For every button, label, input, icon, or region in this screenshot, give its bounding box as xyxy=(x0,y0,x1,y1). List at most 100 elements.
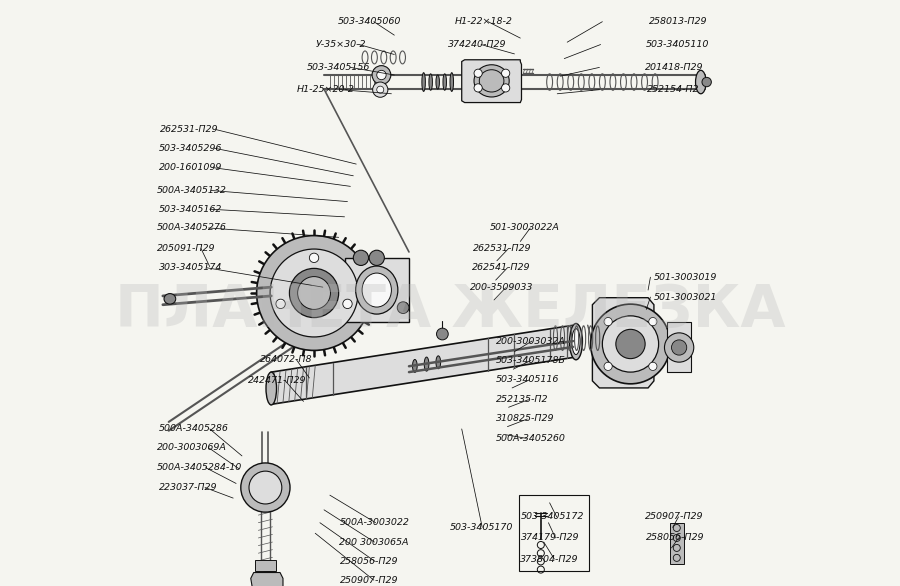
Text: 500А-3405260: 500А-3405260 xyxy=(496,434,565,443)
Text: 205091-П29: 205091-П29 xyxy=(157,244,215,253)
Text: 223037-П29: 223037-П29 xyxy=(158,483,217,492)
Circle shape xyxy=(671,340,687,355)
Circle shape xyxy=(310,253,319,263)
Text: Н1-22×18-2: Н1-22×18-2 xyxy=(454,17,513,26)
Ellipse shape xyxy=(164,294,176,304)
Circle shape xyxy=(290,268,338,318)
Circle shape xyxy=(369,250,384,265)
Text: 500А-3405276: 500А-3405276 xyxy=(157,223,227,233)
Circle shape xyxy=(256,571,281,586)
Text: 200-1601099: 200-1601099 xyxy=(158,163,222,172)
Text: 250907-П29: 250907-П29 xyxy=(340,575,399,585)
Ellipse shape xyxy=(436,356,441,369)
Circle shape xyxy=(270,249,358,337)
Text: 200 3003065А: 200 3003065А xyxy=(338,537,409,547)
Circle shape xyxy=(397,302,409,314)
Circle shape xyxy=(343,299,352,309)
Bar xyxy=(519,495,590,571)
Text: 310825-П29: 310825-П29 xyxy=(496,414,554,424)
Ellipse shape xyxy=(424,357,429,371)
Polygon shape xyxy=(271,325,573,404)
Text: 503-3405110: 503-3405110 xyxy=(645,40,709,49)
Text: 503-3405172: 503-3405172 xyxy=(520,512,584,522)
Circle shape xyxy=(377,86,383,93)
Bar xyxy=(667,322,691,372)
Circle shape xyxy=(249,471,282,504)
Text: 503-3405156: 503-3405156 xyxy=(306,63,370,72)
Circle shape xyxy=(298,277,330,309)
Circle shape xyxy=(373,82,388,97)
Circle shape xyxy=(474,84,482,92)
Ellipse shape xyxy=(474,65,509,97)
Circle shape xyxy=(602,316,659,372)
Circle shape xyxy=(664,333,694,362)
Text: 503-3405178Б: 503-3405178Б xyxy=(496,356,565,365)
Circle shape xyxy=(616,329,645,359)
Circle shape xyxy=(501,84,509,92)
Text: 252135-П2: 252135-П2 xyxy=(496,395,548,404)
Circle shape xyxy=(276,299,285,309)
Text: 201418-П29: 201418-П29 xyxy=(644,63,703,72)
Text: 258056-П29: 258056-П29 xyxy=(645,533,704,543)
Ellipse shape xyxy=(450,73,454,91)
Circle shape xyxy=(604,318,612,326)
Ellipse shape xyxy=(356,266,398,314)
Circle shape xyxy=(436,328,448,340)
Text: 500А-3003022: 500А-3003022 xyxy=(340,518,410,527)
Text: 503-3405116: 503-3405116 xyxy=(496,375,559,384)
Ellipse shape xyxy=(443,74,446,90)
Circle shape xyxy=(372,66,391,84)
Ellipse shape xyxy=(436,75,439,89)
Text: 503-3405170: 503-3405170 xyxy=(450,523,513,532)
Bar xyxy=(345,258,409,322)
Text: 200-3003069А: 200-3003069А xyxy=(157,443,227,452)
Circle shape xyxy=(590,304,670,384)
Polygon shape xyxy=(592,298,654,388)
Polygon shape xyxy=(251,573,283,586)
Text: 264072-П8: 264072-П8 xyxy=(259,355,312,364)
Ellipse shape xyxy=(696,70,706,94)
Circle shape xyxy=(702,77,711,87)
Ellipse shape xyxy=(362,273,392,307)
Ellipse shape xyxy=(429,74,432,90)
Text: 503-3405296: 503-3405296 xyxy=(158,144,222,153)
Text: 374179-П29: 374179-П29 xyxy=(521,533,580,543)
Ellipse shape xyxy=(572,329,580,355)
Text: 501-3003019: 501-3003019 xyxy=(654,272,717,282)
Text: 242471-П29: 242471-П29 xyxy=(248,376,306,385)
Ellipse shape xyxy=(570,323,582,360)
Circle shape xyxy=(604,362,612,370)
Text: 200-3003032А: 200-3003032А xyxy=(496,336,565,346)
Text: ПЛАНЕТА ЖЕЛЕЗКА: ПЛАНЕТА ЖЕЛЕЗКА xyxy=(115,282,785,339)
Text: 373804-П29: 373804-П29 xyxy=(519,554,578,564)
Text: 500А-3405284-10: 500А-3405284-10 xyxy=(157,463,242,472)
Circle shape xyxy=(256,236,372,350)
Text: 500А-3405132: 500А-3405132 xyxy=(157,186,227,195)
Text: 262531-П29: 262531-П29 xyxy=(160,125,219,134)
Polygon shape xyxy=(462,60,521,103)
Text: 258056-П29: 258056-П29 xyxy=(340,557,399,566)
Bar xyxy=(255,560,276,571)
Text: 501-3003021: 501-3003021 xyxy=(654,292,717,302)
Text: У-35×30-2: У-35×30-2 xyxy=(316,40,366,49)
Circle shape xyxy=(377,70,386,80)
Ellipse shape xyxy=(422,73,426,91)
Text: 250907-П29: 250907-П29 xyxy=(645,512,704,522)
Circle shape xyxy=(354,250,368,265)
Circle shape xyxy=(649,318,657,326)
Text: 500А-3405286: 500А-3405286 xyxy=(158,424,229,434)
Text: 258013-П29: 258013-П29 xyxy=(649,17,707,26)
Text: 503-3405060: 503-3405060 xyxy=(338,17,400,26)
Text: 262531-П29: 262531-П29 xyxy=(473,244,532,253)
Text: 252154-П2: 252154-П2 xyxy=(647,85,699,94)
Circle shape xyxy=(501,69,509,77)
Text: 503-3405162: 503-3405162 xyxy=(158,205,222,214)
Text: 200-3509033: 200-3509033 xyxy=(470,283,534,292)
Text: 374240-П29: 374240-П29 xyxy=(448,40,507,49)
Text: 501-3003022А: 501-3003022А xyxy=(490,223,560,233)
Ellipse shape xyxy=(412,359,418,372)
Circle shape xyxy=(474,69,482,77)
Circle shape xyxy=(241,463,290,512)
Text: 262541-П29: 262541-П29 xyxy=(472,263,530,272)
Text: 303-3405174: 303-3405174 xyxy=(158,263,222,272)
